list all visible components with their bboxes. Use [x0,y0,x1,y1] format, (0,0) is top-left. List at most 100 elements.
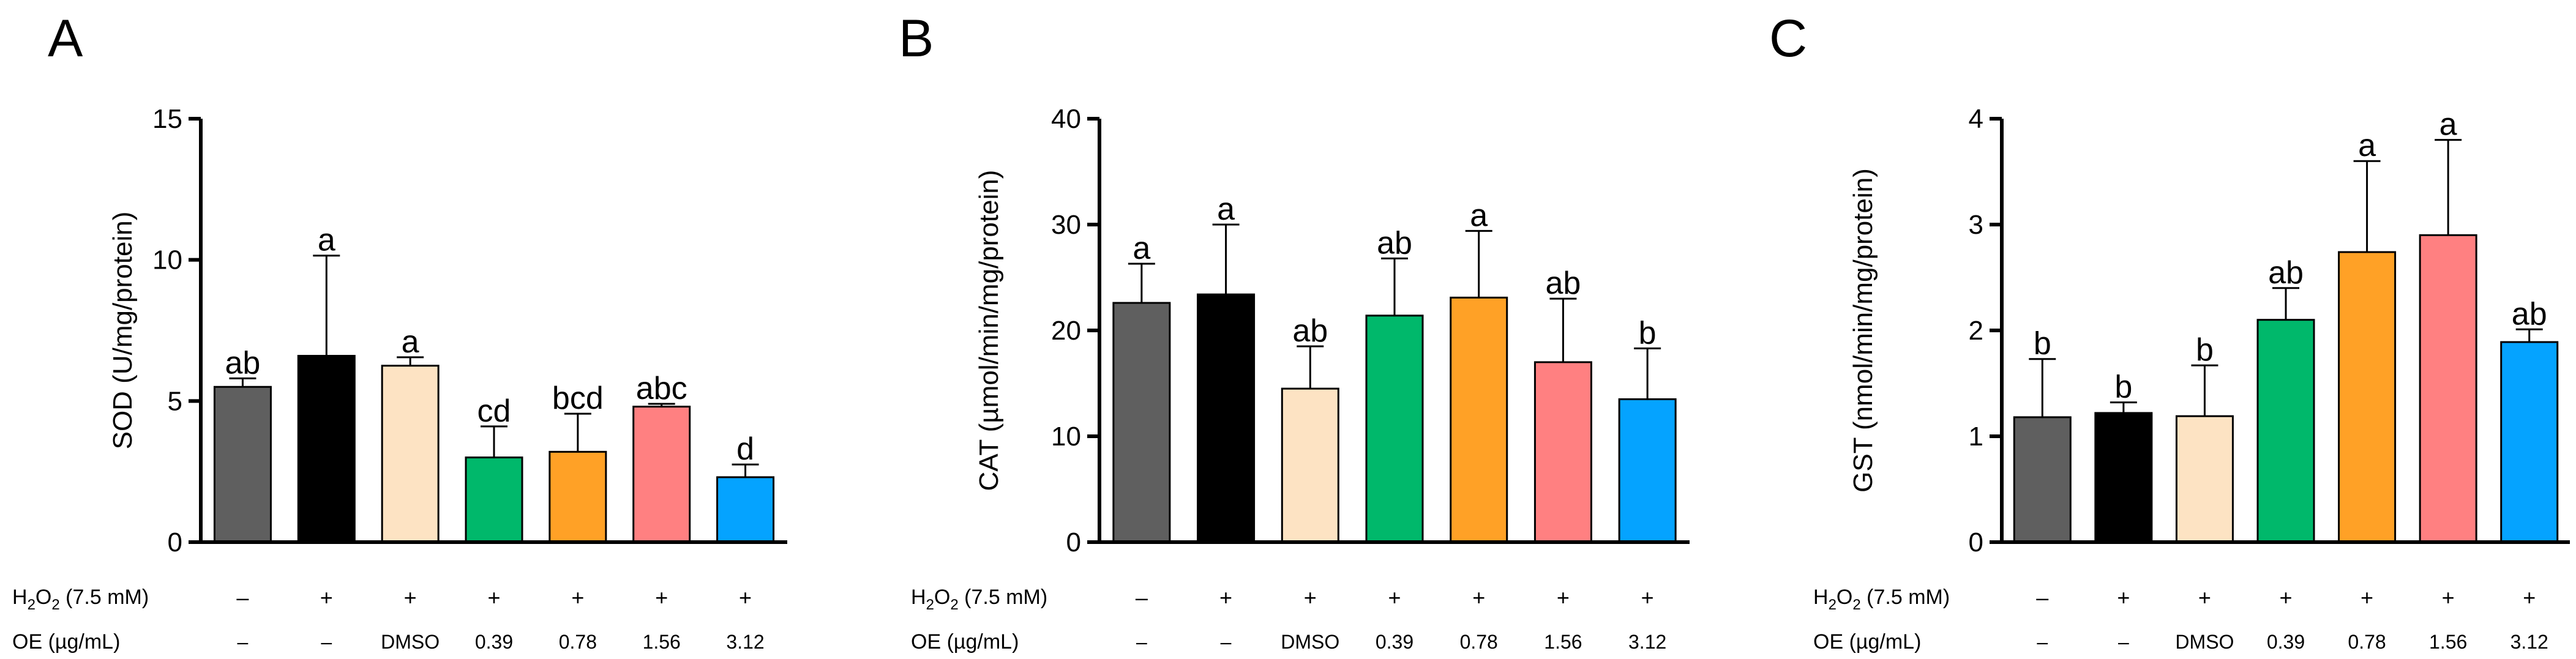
bar [2013,416,2072,543]
y-axis-label: SOD (U/mg/protein) [108,212,138,450]
oe-condition: 0.78 [559,631,597,653]
h2o2-condition: + [1472,585,1485,610]
oe-row-label: OE (µg/mL) [12,630,120,653]
bar [1450,296,1508,543]
significance-letter: a [318,223,335,258]
bar [1533,361,1592,543]
y-axis-label: GST (nmol/min/mg/protein) [1848,168,1878,493]
h2o2-condition: + [2523,585,2536,610]
panel-letter: A [48,9,83,68]
bar [2256,319,2315,543]
bar [2500,341,2559,543]
panel-a: A SOD (U/mg/protein) ab a a cd bcd abc d 0 5 10 15 H2… [12,9,787,653]
bar [381,365,440,543]
y-tick-label: 0 [1969,527,1983,557]
y-tick-label: 2 [1969,316,1983,346]
oe-condition: – [321,631,332,653]
panel-letter: B [899,9,934,68]
bar [2338,251,2397,543]
y-tick-label: 3 [1969,210,1983,240]
h2o2-condition: + [2117,585,2130,610]
h2o2-condition: + [2442,585,2455,610]
oe-condition: 1.56 [643,631,681,653]
h2o2-condition: + [2198,585,2211,610]
h2o2-row-label: H2O2 (7.5 mM) [12,586,149,613]
significance-letter: ab [2512,296,2547,332]
significance-letter: b [1639,315,1657,351]
significance-letter: ab [1292,313,1328,349]
y-tick-label: 10 [152,245,182,275]
significance-letter: d [736,431,754,467]
panel-letter: C [1769,9,1807,68]
oe-condition: 0.39 [475,631,513,653]
significance-letter: a [2358,128,2376,163]
bar [297,355,356,543]
y-tick-label: 4 [1969,104,1983,134]
y-tick-label: 15 [152,104,182,134]
oe-condition: DMSO [1281,631,1339,653]
h2o2-condition: – [236,585,249,610]
oe-condition: – [2118,631,2129,653]
significance-letter: ab [1377,225,1412,261]
bar [1281,387,1339,543]
bar [2419,234,2477,543]
bar [1365,315,1424,543]
significance-letter: cd [477,393,511,429]
oe-condition: 0.39 [2267,631,2305,653]
oe-condition: DMSO [381,631,440,653]
oe-condition: 0.78 [2348,631,2386,653]
bar [2094,412,2153,543]
bar [549,450,607,543]
bar [1197,293,1256,543]
oe-condition: 1.56 [2429,631,2467,653]
oe-condition: 0.39 [1376,631,1413,653]
h2o2-condition: + [1219,585,1232,610]
h2o2-condition: + [320,585,333,610]
h2o2-condition: – [2036,585,2048,610]
significance-letter: ab [2268,255,2304,291]
significance-letter: a [2439,107,2457,143]
oe-row-label: OE (µg/mL) [1813,630,1921,653]
h2o2-condition: + [739,585,752,610]
significance-letter: ab [1546,266,1581,301]
h2o2-condition: + [1557,585,1570,610]
h2o2-condition: – [1136,585,1148,610]
h2o2-row-label: H2O2 (7.5 mM) [911,586,1047,613]
significance-letter: bcd [552,381,604,416]
oe-row-label: OE (µg/mL) [911,630,1019,653]
oe-condition: – [1136,631,1147,653]
oe-condition: – [238,631,249,653]
oe-condition: 3.12 [2510,631,2548,653]
h2o2-condition: + [1304,585,1317,610]
h2o2-row-label: H2O2 (7.5 mM) [1813,586,1950,613]
y-axis-label: CAT (µmol/min/mg/protein) [974,170,1004,491]
significance-letter: b [2196,332,2214,368]
significance-letter: a [402,324,419,360]
bar [213,385,272,543]
significance-letter: a [1133,231,1150,266]
oe-condition: – [2037,631,2048,653]
panel-b: B CAT (µmol/min/mg/protein) a a ab ab a ab b 0 10 2… [899,9,1690,653]
h2o2-condition: + [404,585,417,610]
oe-condition: 3.12 [726,631,764,653]
oe-condition: DMSO [2175,631,2234,653]
h2o2-condition: + [487,585,500,610]
bar [1618,398,1677,543]
y-tick-label: 40 [1051,104,1081,134]
significance-letter: b [2034,326,2051,362]
h2o2-condition: + [571,585,584,610]
bar [465,456,523,543]
oe-condition: 3.12 [1628,631,1666,653]
y-tick-label: 1 [1969,422,1983,452]
oe-condition: – [1221,631,1232,653]
h2o2-condition: + [2361,585,2373,610]
bar [2175,415,2234,543]
significance-letter: a [1470,198,1488,233]
bar [716,476,775,543]
y-tick-label: 30 [1051,210,1081,240]
bar [632,406,691,543]
significance-letter: a [1217,192,1235,227]
panel-c: C GST (nmol/min/mg/protein) b b b ab a a ab 0 1 2 3 4… [1769,9,2570,653]
y-tick-label: 0 [168,527,182,557]
